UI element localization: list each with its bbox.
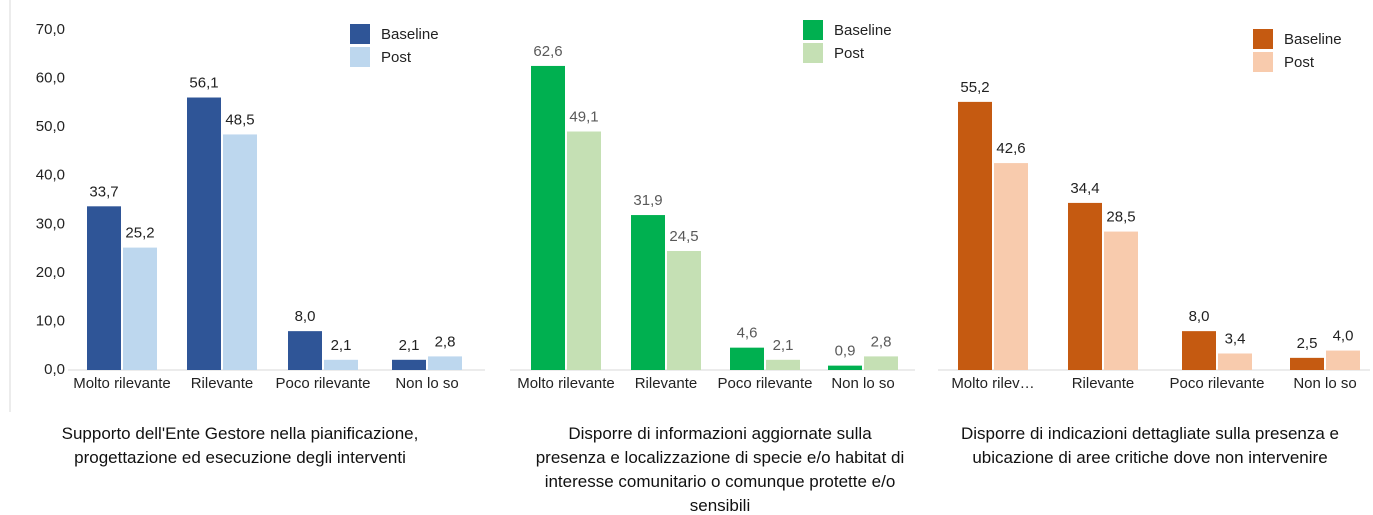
value-label: 49,1 [569, 108, 598, 125]
bar [958, 101, 992, 370]
value-label: 28,5 [1106, 209, 1135, 226]
legend-label: Baseline [834, 22, 892, 39]
bar [1182, 331, 1216, 370]
y-tick-label: 0,0 [44, 361, 65, 378]
x-tick-label: Non lo so [1293, 375, 1356, 392]
bar [667, 251, 701, 370]
value-label: 4,6 [737, 325, 758, 342]
legend-label: Post [381, 49, 412, 66]
bar [730, 347, 764, 370]
chart-title: Disporre di indicazioni dettagliate sull… [961, 424, 1339, 467]
y-tick-label: 10,0 [36, 312, 65, 329]
legend-label: Post [1284, 54, 1315, 71]
legend-swatch [350, 47, 370, 67]
value-label: 33,7 [89, 183, 118, 200]
y-tick-label: 50,0 [36, 118, 65, 135]
value-label: 8,0 [295, 308, 316, 325]
bar [531, 65, 565, 370]
x-tick-label: Rilevante [635, 375, 698, 392]
bar [1290, 357, 1324, 370]
bar [288, 331, 322, 370]
bar [187, 97, 221, 370]
bar [994, 163, 1028, 370]
value-label: 31,9 [633, 192, 662, 209]
bar [1218, 353, 1252, 370]
value-label: 2,8 [435, 333, 456, 350]
bar [766, 359, 800, 370]
legend-swatch [803, 20, 823, 40]
bar [87, 206, 121, 370]
bar [1326, 350, 1360, 370]
legend-label: Post [834, 45, 865, 62]
value-label: 0,9 [835, 343, 856, 360]
legend-swatch [350, 24, 370, 44]
x-tick-label: Poco rilevante [275, 375, 370, 392]
x-tick-label: Molto rilevante [517, 375, 615, 392]
chart-title: Supporto dell'Ente Gestore nella pianifi… [61, 424, 419, 467]
bar [567, 131, 601, 370]
legend-swatch [1253, 29, 1273, 49]
value-label: 2,8 [871, 333, 892, 350]
legend-label: Baseline [1284, 31, 1342, 48]
bar [123, 247, 157, 370]
chart-title: Disporre di informazioni aggiornate sull… [535, 424, 905, 515]
x-tick-label: Poco rilevante [1169, 375, 1264, 392]
x-tick-label: Poco rilevante [717, 375, 812, 392]
value-label: 34,4 [1070, 180, 1099, 197]
bar [1068, 202, 1102, 370]
x-tick-label: Non lo so [395, 375, 458, 392]
value-label: 2,1 [331, 337, 352, 354]
y-tick-label: 30,0 [36, 215, 65, 232]
legend-swatch [1253, 52, 1273, 72]
bar [223, 134, 257, 370]
value-label: 4,0 [1333, 328, 1354, 345]
value-label: 2,1 [773, 337, 794, 354]
bar [392, 359, 426, 370]
y-tick-label: 20,0 [36, 264, 65, 281]
x-tick-label: Molto rilev… [951, 375, 1034, 392]
bar [631, 215, 665, 370]
x-tick-label: Non lo so [831, 375, 894, 392]
bar [1104, 231, 1138, 370]
y-tick-label: 40,0 [36, 167, 65, 184]
value-label: 42,6 [996, 140, 1025, 157]
bar [428, 356, 462, 370]
bar [828, 365, 862, 370]
value-label: 2,1 [399, 337, 420, 354]
bar [324, 359, 358, 370]
value-label: 8,0 [1189, 308, 1210, 325]
value-label: 25,2 [125, 225, 154, 242]
value-label: 24,5 [669, 228, 698, 245]
legend-label: Baseline [381, 26, 439, 43]
x-tick-label: Rilevante [1072, 375, 1135, 392]
value-label: 55,2 [960, 79, 989, 96]
value-label: 62,6 [533, 43, 562, 60]
value-label: 48,5 [225, 111, 254, 128]
bar [864, 356, 898, 370]
value-label: 56,1 [189, 74, 218, 91]
value-label: 3,4 [1225, 330, 1246, 347]
legend-swatch [803, 43, 823, 63]
y-tick-label: 60,0 [36, 70, 65, 87]
x-tick-label: Molto rilevante [73, 375, 171, 392]
y-tick-label: 70,0 [36, 21, 65, 38]
x-tick-label: Rilevante [191, 375, 254, 392]
value-label: 2,5 [1297, 335, 1318, 352]
